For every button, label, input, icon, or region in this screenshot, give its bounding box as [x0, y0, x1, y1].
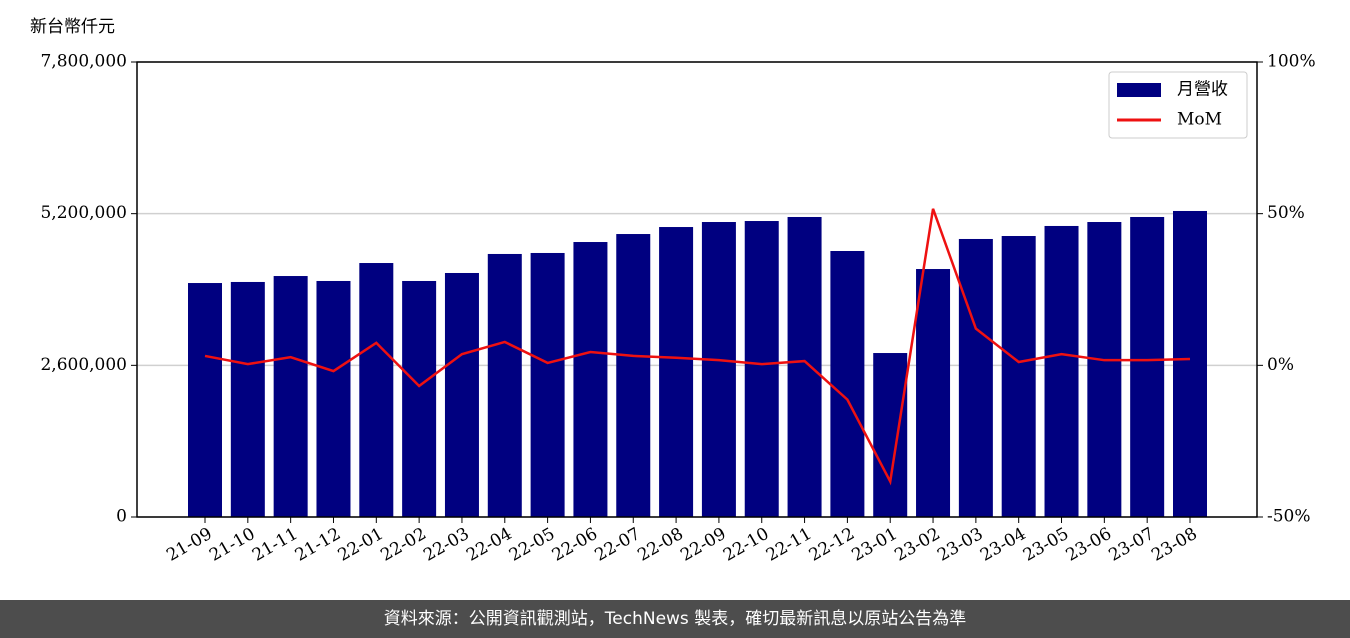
y2-tick-label: 0%: [1267, 355, 1294, 375]
bar: [1173, 210, 1207, 517]
bar: [316, 280, 351, 517]
x-tick-label: 23-02: [891, 524, 943, 566]
bar: [616, 234, 651, 517]
plot-frame: [136, 61, 1258, 518]
x-tick-label: 22-12: [806, 524, 858, 566]
x-tick-label: 21-09: [163, 524, 215, 566]
x-tick-label: 23-08: [1148, 524, 1200, 566]
x-tick-label: 23-05: [1020, 524, 1072, 566]
bar: [530, 252, 565, 517]
legend-label: MoM: [1177, 110, 1222, 130]
bar: [359, 263, 394, 517]
line: [204, 208, 1191, 486]
x-tick-label: 23-07: [1105, 524, 1157, 566]
bar: [1130, 216, 1165, 517]
x-tick-label: 23-03: [934, 524, 986, 566]
x-tick-label: 22-10: [720, 524, 772, 566]
x-tick-label: 22-07: [592, 524, 644, 566]
chart: 新台幣仟元 0 2,600,000 5,200,000 7,800,000 -50% 0%…: [30, 17, 1316, 566]
y-tick-label: 0: [116, 507, 127, 527]
bar: [273, 276, 308, 517]
bar: [873, 353, 908, 517]
bar: [830, 251, 865, 517]
x-tick-label: 23-04: [977, 524, 1029, 566]
bar: [487, 253, 522, 517]
y-tick-label: 7,800,000: [40, 52, 127, 72]
x-tick-label: 21-12: [292, 524, 344, 566]
bar: [230, 281, 265, 517]
y2-tick-label: -50%: [1267, 507, 1311, 527]
x-tick-label: 22-01: [335, 524, 387, 566]
bar: [701, 222, 736, 517]
x-tick-label: 23-01: [849, 524, 901, 566]
x-tick-label: 22-02: [377, 524, 429, 566]
bar: [916, 269, 951, 517]
x-tick-label: 22-08: [634, 524, 686, 566]
y-tick-label: 2,600,000: [40, 355, 127, 375]
y2-tick-label: 50%: [1267, 203, 1305, 223]
x-tick-label: 22-04: [463, 524, 515, 566]
x-tick-label: 23-06: [1063, 524, 1115, 566]
bar: [188, 283, 222, 517]
y-tick-label: 5,200,000: [40, 203, 127, 223]
y-axis-label: 新台幣仟元: [30, 17, 115, 37]
bar: [1001, 236, 1036, 517]
bar: [1044, 225, 1079, 517]
bar: [958, 238, 993, 517]
bar: [744, 221, 779, 517]
bar: [787, 216, 822, 517]
x-tick-label: 22-03: [420, 524, 472, 566]
bar: [573, 242, 608, 517]
legend-label: 月營收: [1177, 80, 1228, 100]
x-tick-label: 22-05: [506, 524, 558, 566]
bar: [1087, 222, 1122, 517]
bar: [659, 227, 694, 517]
x-tick-label: 22-11: [763, 524, 815, 566]
bar: [444, 272, 479, 517]
legend-swatch: [1117, 83, 1161, 97]
x-tick-label: 21-10: [206, 524, 258, 566]
x-tick-label: 21-11: [249, 524, 301, 566]
y2-tick-label: 100%: [1267, 52, 1316, 72]
x-tick-label: 22-06: [549, 524, 601, 566]
x-tick-label: 22-09: [677, 524, 729, 566]
footer: 資料來源：公開資訊觀測站，TechNews 製表，確切最新訊息以原站公告為準: [0, 600, 1350, 638]
bar: [402, 280, 437, 517]
